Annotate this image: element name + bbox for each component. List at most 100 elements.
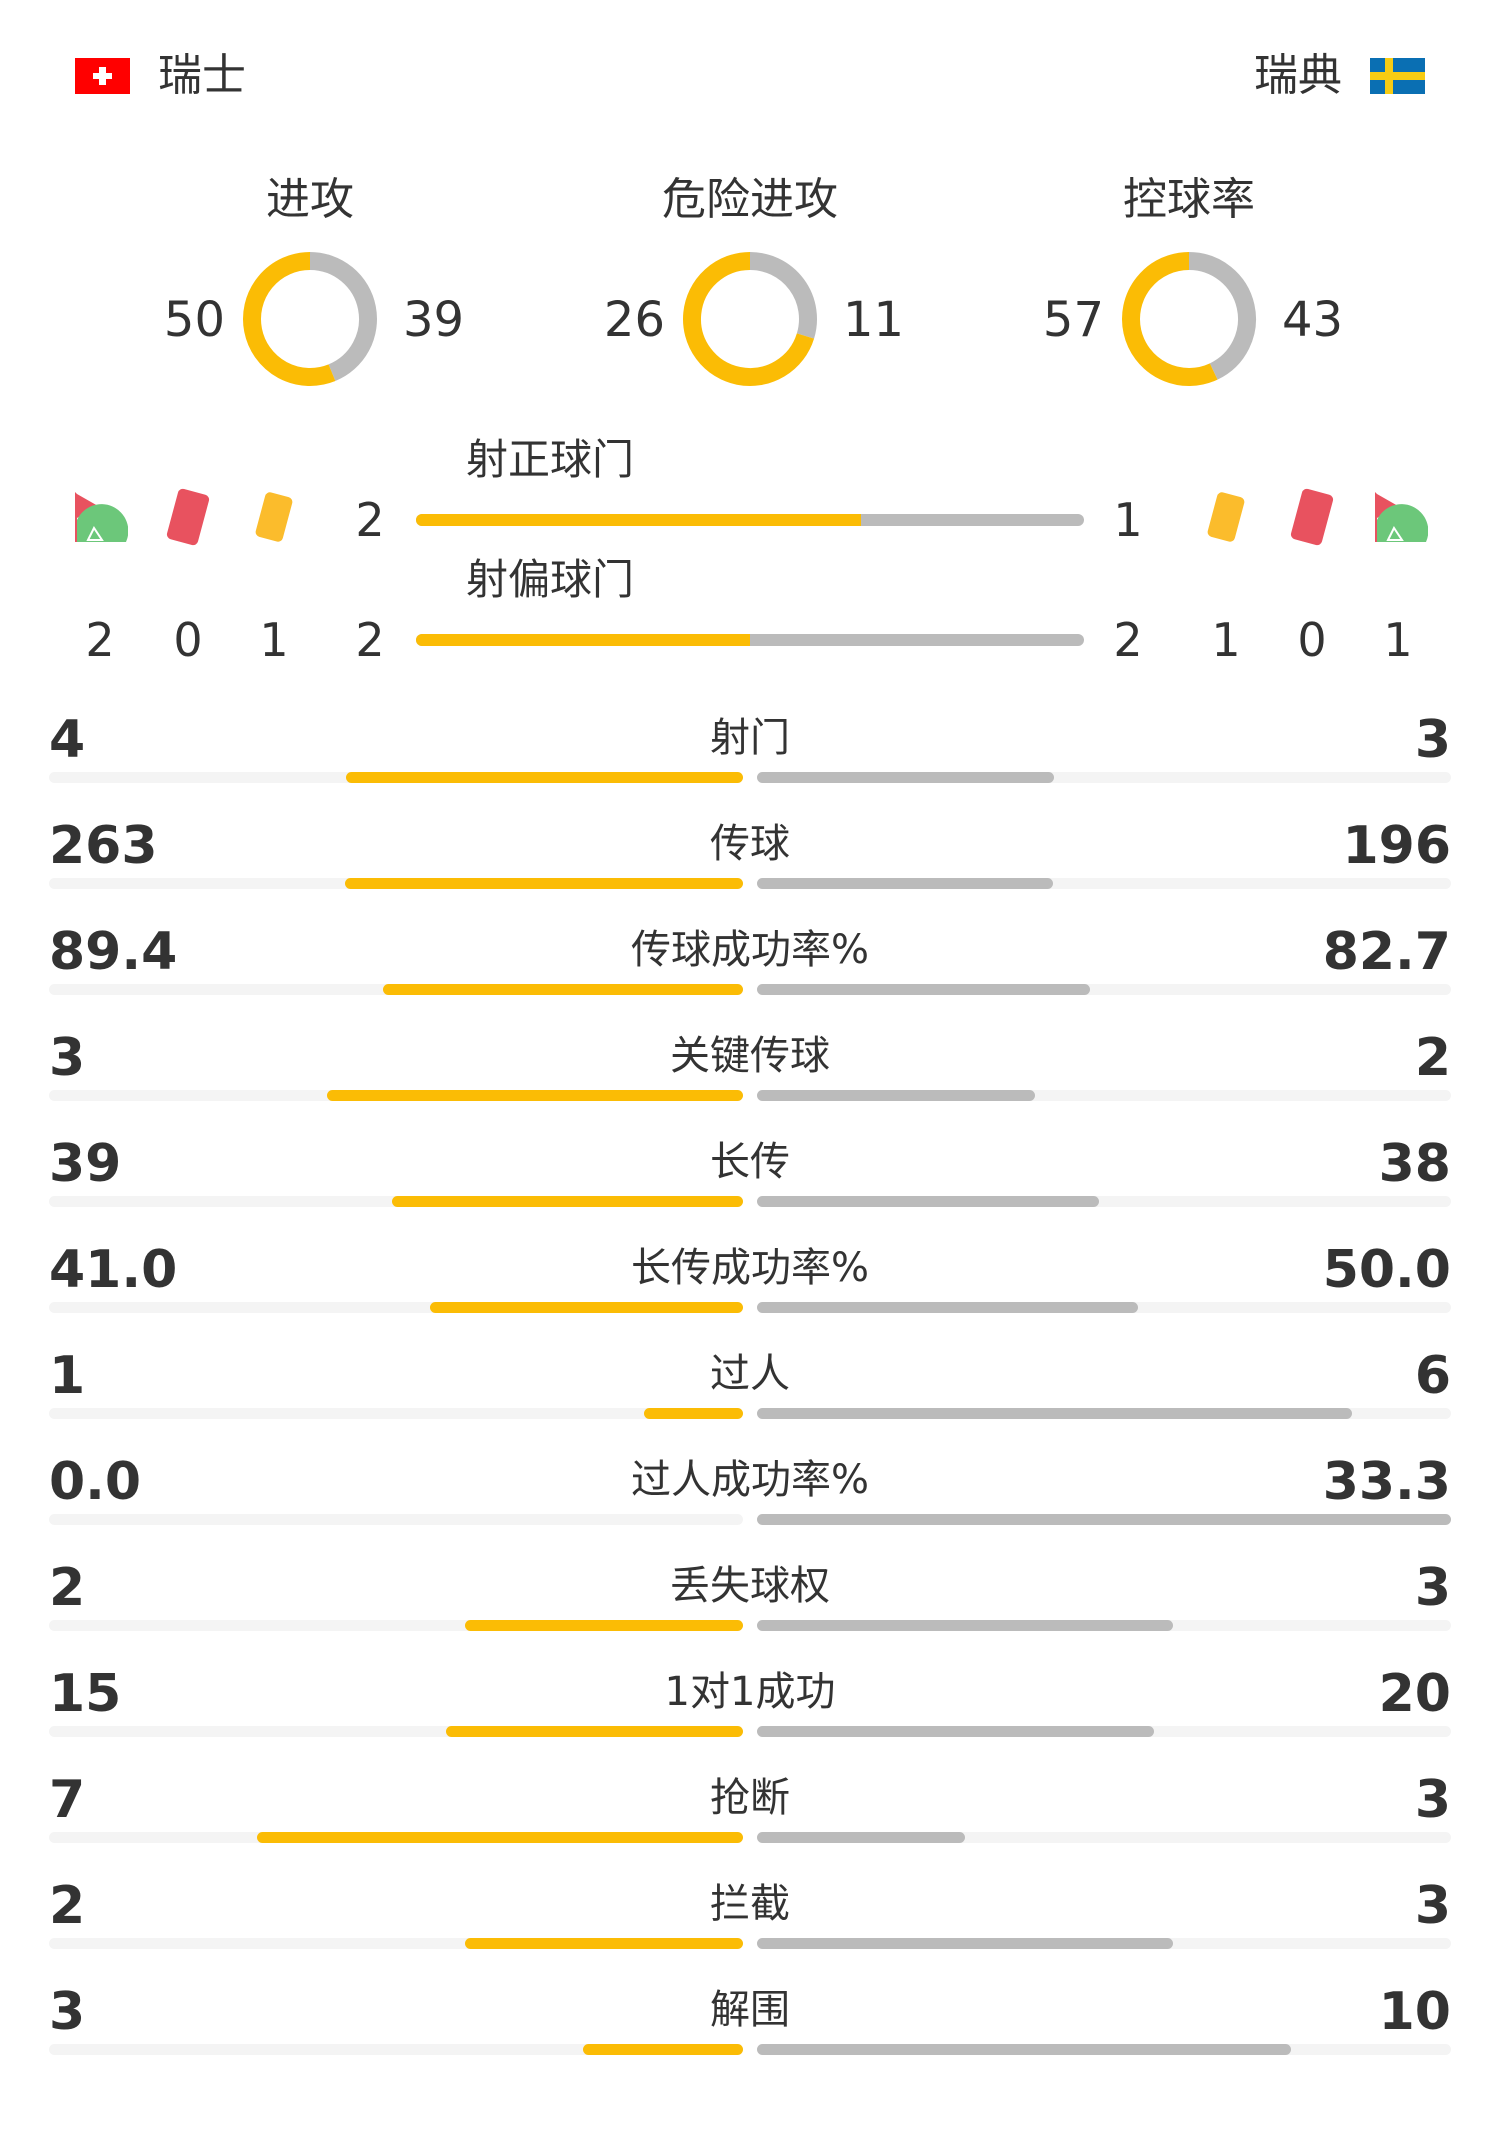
stat-away-track: [757, 1726, 1451, 1737]
stat-home-bar: [391, 1196, 743, 1207]
shots-off-target-home: 2: [355, 613, 385, 667]
stat-away-value: 3: [1414, 1876, 1451, 1936]
stat-away-bar: [757, 1090, 1035, 1101]
stat-home-track: [49, 1196, 743, 1207]
stat-home-value: 2: [49, 1558, 86, 1618]
stat-home-value: 3: [49, 1982, 86, 2042]
stat-home-value: 0.0: [49, 1452, 142, 1512]
donut-home-value: 57: [1042, 292, 1104, 348]
stat-label: 丢失球权: [670, 1563, 830, 1609]
donut-home-value: 50: [163, 292, 225, 348]
donut-away-arc: [749, 252, 817, 339]
stat-home-bar: [445, 1726, 743, 1737]
stat-away-track: [757, 984, 1451, 995]
corner-flag-icon: [75, 492, 128, 542]
away-corners: 1: [1383, 613, 1413, 667]
stat-home-bar: [643, 1408, 743, 1419]
stat-away-value: 6: [1414, 1346, 1451, 1406]
stat-home-track: [49, 1302, 743, 1313]
stat-away-track: [757, 1196, 1451, 1207]
stat-away-bar: [757, 1832, 966, 1843]
yellow-card-icon: [255, 492, 293, 542]
stat-home-track: [49, 2044, 743, 2055]
stat-home-track: [49, 1090, 743, 1101]
shots-off-target-bar: [416, 634, 1084, 646]
stat-home-bar: [345, 878, 743, 889]
stat-label: 关键传球: [670, 1033, 830, 1079]
red-card-icon: [1290, 488, 1334, 546]
stat-away-value: 3: [1414, 1770, 1451, 1830]
stat-away-bar: [757, 984, 1091, 995]
stat-home-value: 15: [49, 1664, 122, 1724]
stat-home-track: [49, 772, 743, 783]
stat-away-value: 3: [1414, 710, 1451, 770]
stat-away-bar: [757, 1938, 1174, 1949]
stat-home-track: [49, 1514, 743, 1525]
stat-away-value: 33.3: [1322, 1452, 1451, 1512]
donut-home-value: 26: [603, 292, 665, 348]
stat-row: 7 抢断 3: [0, 1768, 1500, 1874]
stat-away-bar: [757, 1620, 1174, 1631]
stat-home-value: 7: [49, 1770, 86, 1830]
stat-home-value: 39: [49, 1134, 122, 1194]
switzerland-flag-icon: [75, 58, 130, 94]
stat-home-bar: [257, 1832, 743, 1843]
stat-label: 抢断: [710, 1775, 790, 1821]
stat-away-value: 10: [1378, 1982, 1451, 2042]
stat-away-track: [757, 1408, 1451, 1419]
stat-home-value: 263: [49, 816, 158, 876]
stat-away-value: 3: [1414, 1558, 1451, 1618]
stat-away-track: [757, 1090, 1451, 1101]
away-team-name: 瑞典: [1254, 50, 1342, 101]
stat-row: 89.4 传球成功率% 82.7: [0, 920, 1500, 1026]
stat-home-value: 1: [49, 1346, 86, 1406]
stat-away-track: [757, 1832, 1451, 1843]
stat-away-bar: [757, 1726, 1154, 1737]
home-team-name: 瑞士: [158, 50, 246, 101]
stat-row: 39 长传 38: [0, 1132, 1500, 1238]
stat-away-value: 196: [1342, 816, 1451, 876]
stat-away-value: 38: [1378, 1134, 1451, 1194]
stat-home-bar: [382, 984, 743, 995]
donut-away-value: 43: [1282, 292, 1344, 348]
stat-away-bar: [757, 1408, 1352, 1419]
stat-away-value: 2: [1414, 1028, 1451, 1088]
stat-row: 2 丢失球权 3: [0, 1556, 1500, 1662]
donut-away-arc: [1188, 252, 1256, 380]
yellow-card-icon: [1207, 492, 1245, 542]
stat-away-bar: [757, 2044, 1291, 2055]
stat-label: 长传成功率%: [630, 1245, 869, 1291]
donut-home-arc: [243, 252, 336, 386]
home-corners: 2: [85, 613, 115, 667]
stat-away-track: [757, 878, 1451, 889]
donut-title: 危险进攻: [662, 174, 838, 225]
stat-row: 3 关键传球 2: [0, 1026, 1500, 1132]
stat-label: 过人成功率%: [630, 1457, 869, 1503]
stat-away-value: 20: [1378, 1664, 1451, 1724]
stat-away-value: 82.7: [1322, 922, 1451, 982]
stat-away-track: [757, 772, 1451, 783]
stat-label: 传球: [710, 821, 790, 867]
shots-off-target-label: 射偏球门: [465, 555, 634, 604]
stat-label: 长传: [710, 1139, 790, 1185]
shots-on-target-label: 射正球门: [465, 435, 634, 484]
stat-home-value: 2: [49, 1876, 86, 1936]
stat-away-bar: [757, 1196, 1100, 1207]
stat-away-bar: [757, 772, 1055, 783]
stat-home-bar: [465, 1620, 743, 1631]
stat-home-track: [49, 1832, 743, 1843]
stat-home-value: 4: [49, 710, 86, 770]
stat-home-value: 89.4: [49, 922, 178, 982]
stat-away-track: [757, 1514, 1451, 1525]
stat-label: 拦截: [710, 1881, 790, 1927]
stat-home-track: [49, 984, 743, 995]
stat-home-bar: [465, 1938, 743, 1949]
stat-row: 2 拦截 3: [0, 1874, 1500, 1980]
sweden-flag-icon: [1370, 58, 1425, 94]
stat-home-bar: [430, 1302, 743, 1313]
stat-away-track: [757, 2044, 1451, 2055]
donut-chart: [243, 252, 377, 386]
shots-on-target-home: 2: [355, 493, 385, 547]
red-card-icon: [166, 488, 210, 546]
stat-away-bar: [757, 1302, 1139, 1313]
